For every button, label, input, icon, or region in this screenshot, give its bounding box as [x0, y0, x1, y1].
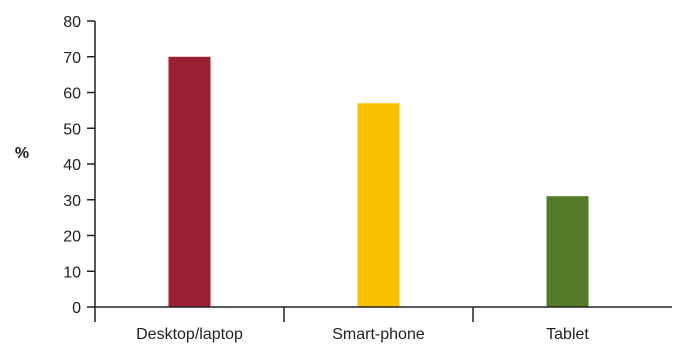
bar-desktop-laptop [168, 56, 211, 307]
y-tick-label: 80 [63, 14, 81, 31]
bar-smart-phone [357, 103, 400, 307]
x-axis-ticks: Desktop/laptop Smart-phone Tablet [136, 307, 589, 343]
y-tick-label: 40 [63, 157, 81, 174]
y-tick-label: 0 [72, 300, 81, 317]
bar-tablet [546, 196, 589, 307]
y-tick-label: 20 [63, 229, 81, 246]
x-category-label: Tablet [546, 326, 589, 343]
y-tick-label: 10 [63, 264, 81, 281]
x-category-label: Desktop/laptop [136, 326, 243, 343]
bars [168, 56, 589, 307]
y-tick-label: 50 [63, 121, 81, 138]
x-category-label: Smart-phone [332, 326, 425, 343]
y-tick-label: 60 [63, 86, 81, 103]
y-tick-label: 70 [63, 50, 81, 67]
y-tick-label: 30 [63, 193, 81, 210]
y-axis-ticks: 0 10 20 30 40 50 60 70 80 [63, 14, 95, 317]
y-axis-label: % [15, 145, 29, 162]
